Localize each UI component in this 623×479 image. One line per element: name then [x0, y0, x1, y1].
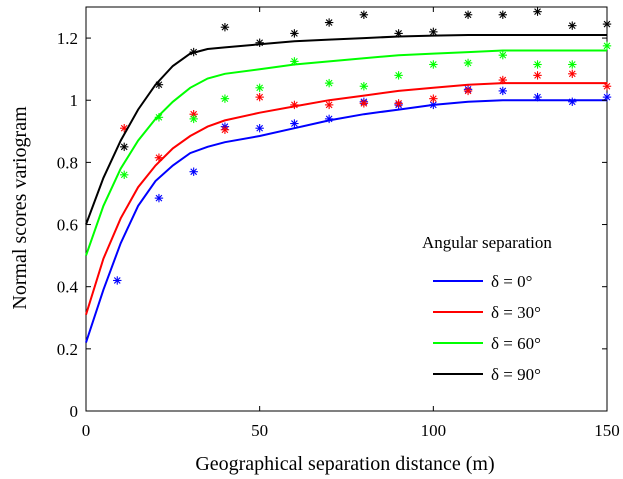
- data-point: [568, 69, 577, 79]
- data-point: [113, 276, 122, 285]
- data-point: [189, 114, 198, 124]
- data-point: [154, 113, 164, 122]
- data-point: [463, 10, 473, 19]
- y-tick-label: 0: [70, 402, 79, 421]
- data-point: [568, 21, 577, 30]
- data-point: [463, 58, 473, 68]
- y-tick-label: 1: [70, 91, 79, 110]
- series-1: [85, 69, 612, 315]
- data-point: [154, 153, 164, 162]
- data-point: [602, 19, 612, 29]
- data-point: [394, 99, 403, 108]
- data-point: [533, 71, 542, 80]
- x-tick-label: 50: [251, 421, 268, 440]
- legend-entry-label: δ = 0°: [491, 272, 532, 291]
- x-tick-label: 100: [421, 421, 447, 440]
- data-point: [498, 50, 507, 60]
- data-point: [220, 23, 230, 32]
- plot-area: [85, 6, 608, 412]
- data-point: [290, 100, 299, 110]
- series-line: [85, 49, 607, 256]
- data-point: [429, 27, 438, 37]
- data-point: [568, 60, 577, 69]
- x-axis-label: Geographical separation distance (m): [195, 453, 494, 475]
- data-point: [429, 94, 438, 103]
- data-point: [220, 94, 230, 103]
- x-tick-label: 0: [82, 421, 91, 440]
- data-point: [154, 193, 164, 203]
- data-point: [394, 71, 403, 80]
- data-point: [290, 57, 299, 66]
- data-point: [255, 124, 264, 133]
- data-point: [324, 78, 334, 88]
- series-2: [85, 41, 612, 256]
- data-point: [359, 10, 369, 19]
- data-point: [394, 29, 403, 38]
- data-point: [498, 75, 507, 85]
- legend: Angular separation δ = 0° δ = 30° δ = 60° δ…: [422, 233, 552, 384]
- data-point: [154, 80, 164, 89]
- data-point: [533, 60, 542, 69]
- data-point: [568, 97, 577, 106]
- data-point: [602, 41, 612, 51]
- y-axis-label: Normal scores variogram: [9, 106, 31, 310]
- data-point: [255, 92, 264, 102]
- data-point: [120, 142, 129, 152]
- legend-entry-label: δ = 90°: [491, 365, 541, 384]
- data-point: [120, 170, 129, 180]
- data-point: [290, 119, 299, 128]
- data-point: [324, 114, 334, 124]
- y-tick-label: 1.2: [57, 29, 78, 48]
- data-point: [324, 100, 334, 110]
- series-line: [85, 34, 607, 225]
- legend-entry-label: δ = 60°: [491, 334, 541, 353]
- series-3: [85, 7, 612, 225]
- y-tick-label: 0.8: [57, 153, 78, 172]
- data-point: [498, 10, 507, 19]
- data-point: [533, 7, 542, 16]
- data-point: [359, 82, 369, 91]
- data-point: [189, 167, 198, 176]
- legend-entry-label: δ = 30°: [491, 303, 541, 322]
- x-tick-label: 150: [594, 421, 620, 440]
- y-tick-label: 0.6: [57, 216, 78, 235]
- data-point: [533, 92, 542, 102]
- series-layer: [85, 7, 612, 343]
- plot-frame: [85, 6, 608, 412]
- data-point: [429, 60, 438, 69]
- data-point: [255, 38, 264, 47]
- data-point: [498, 86, 507, 96]
- legend-title: Angular separation: [422, 233, 552, 252]
- data-point: [324, 18, 334, 27]
- data-point: [220, 125, 230, 134]
- data-point: [359, 99, 369, 108]
- data-point: [290, 29, 299, 38]
- y-tick-label: 0.4: [57, 278, 79, 297]
- series-line: [85, 82, 607, 315]
- ticks-layer: 0 50 100 150 0 0.2 0.4 0.6 0.8 1 1.2: [57, 7, 620, 440]
- y-tick-label: 0.2: [57, 340, 78, 359]
- data-point: [189, 47, 198, 57]
- series-line: [85, 99, 607, 343]
- data-point: [602, 82, 612, 91]
- data-point: [463, 86, 473, 96]
- data-point: [255, 83, 264, 92]
